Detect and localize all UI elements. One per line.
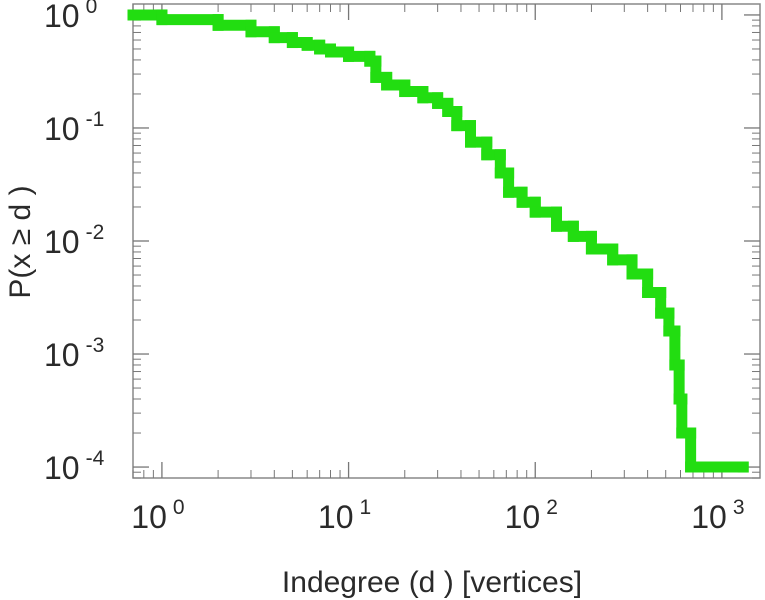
y-axis-label: P(x ≥ d ) [4, 185, 37, 298]
y-tick-label: 10 -1 [44, 108, 104, 147]
y-tick-label: 10 -3 [44, 334, 104, 373]
x-tick-label: 10 0 [131, 496, 184, 535]
x-axis-label: Indegree (d ) [vertices] [282, 566, 582, 599]
plot-frame [132, 3, 761, 479]
x-tick-label: 10 1 [318, 496, 371, 535]
y-tick-label: 10 -2 [44, 221, 104, 260]
y-tick-label: 10 -4 [44, 447, 105, 486]
major-ticks [133, 4, 760, 478]
y-tick-label: 10 0 [44, 0, 97, 34]
x-tick-label: 10 2 [505, 496, 558, 535]
x-tick-labels: 10 0 10 1 10 2 10 3 [131, 496, 744, 535]
series-layer [127, 9, 749, 473]
minor-ticks [132, 4, 760, 479]
x-tick-label: 10 3 [691, 496, 744, 535]
